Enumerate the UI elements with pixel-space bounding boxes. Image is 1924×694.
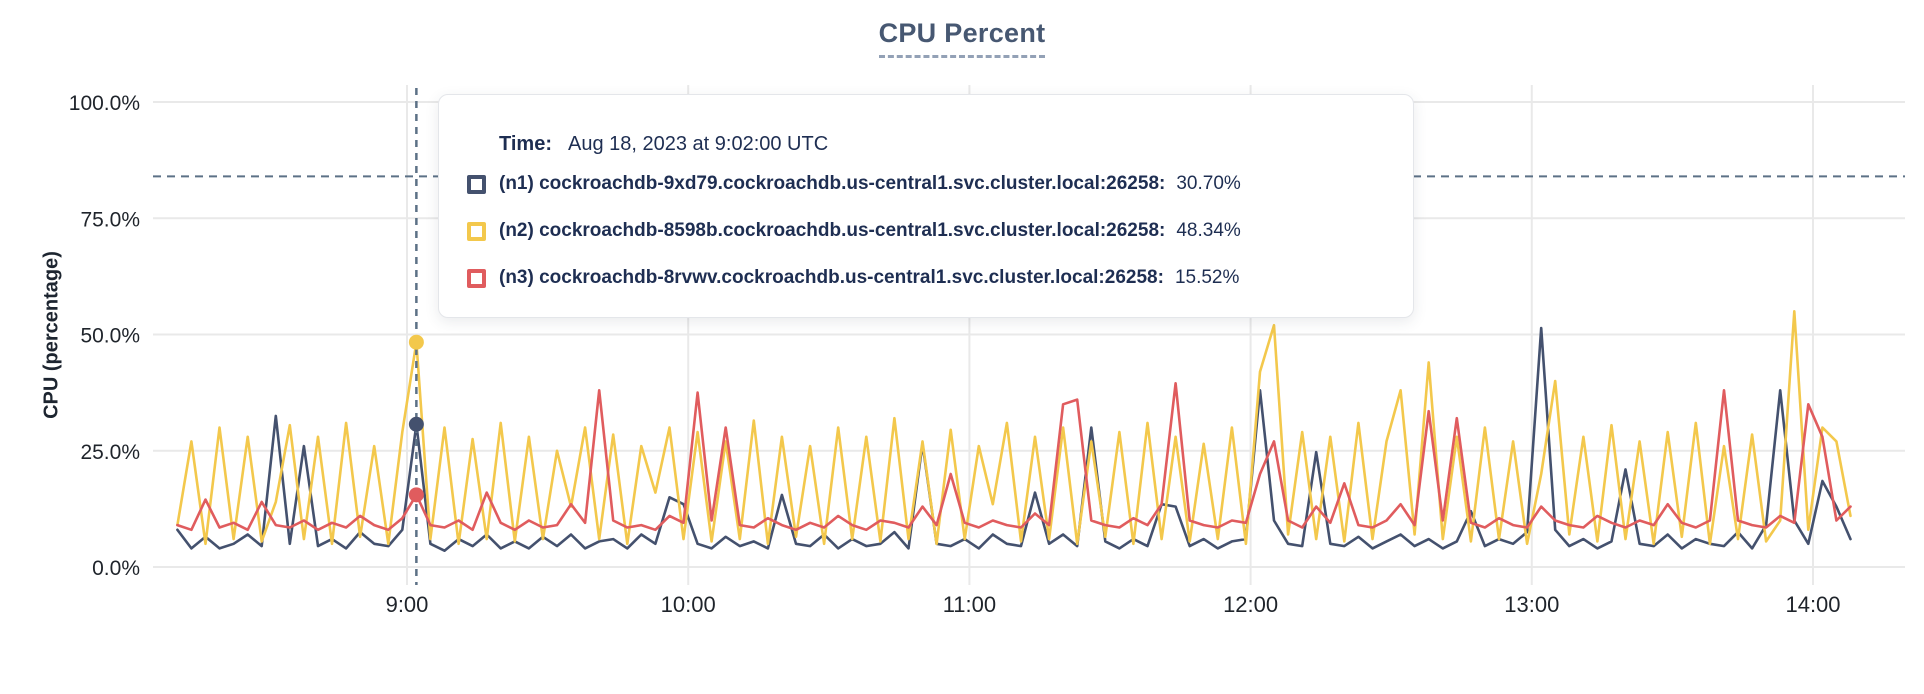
y-axis-title: CPU (percentage) [40, 251, 63, 419]
series-line-n1 [176, 326, 1852, 553]
x-tick-label: 9:00 [386, 592, 429, 617]
series-n2-label: (n2) cockroachdb-8598b.cockroachdb.us-ce… [499, 220, 1166, 241]
x-tick-label: 12:00 [1223, 592, 1278, 617]
series-n3-swatch-icon [467, 268, 486, 288]
tooltip-series-row-n3: (n3) cockroachdb-8rvwv.cockroachdb.us-ce… [467, 265, 1383, 291]
series-n1-value: 30.70% [1176, 173, 1241, 194]
tooltip-series-row-n2: (n2) cockroachdb-8598b.cockroachdb.us-ce… [467, 218, 1383, 244]
series-line-n3 [176, 381, 1852, 532]
hover-dot-n3 [408, 487, 424, 503]
hover-tooltip: Time: Aug 18, 2023 at 9:02:00 UTC (n1) co… [438, 94, 1414, 318]
series-n1-swatch-icon [467, 174, 486, 194]
series-n3-label: (n3) cockroachdb-8rvwv.cockroachdb.us-ce… [499, 267, 1164, 288]
chart-title-wrap: CPU Percent [0, 18, 1924, 58]
series-n1-label: (n1) cockroachdb-9xd79.cockroachdb.us-ce… [499, 173, 1166, 194]
x-tick-label: 14:00 [1785, 592, 1840, 617]
hover-dot-n1 [408, 416, 424, 432]
chart-title[interactable]: CPU Percent [878, 18, 1046, 58]
x-tick-label: 11:00 [943, 592, 996, 617]
y-tick-label: 100.0% [69, 92, 140, 115]
x-tick-label: 13:00 [1504, 592, 1559, 617]
y-tick-label: 0.0% [92, 557, 140, 580]
y-tick-label: 50.0% [80, 325, 140, 348]
tooltip-time-row: Time: Aug 18, 2023 at 9:02:00 UTC [499, 131, 1383, 157]
series-n3-value: 15.52% [1174, 267, 1240, 288]
x-tick-label: 10:00 [661, 592, 716, 617]
tooltip-time-value: Aug 18, 2023 at 9:02:00 UTC [567, 133, 829, 155]
tooltip-series-row-n1: (n1) cockroachdb-9xd79.cockroachdb.us-ce… [467, 171, 1383, 197]
y-tick-label: 25.0% [80, 441, 140, 464]
hover-dot-n2 [408, 334, 424, 350]
series-n2-swatch-icon [467, 221, 486, 241]
y-tick-label: 75.0% [80, 208, 140, 231]
series-n2-value: 48.34% [1176, 220, 1241, 241]
series-line-n2 [176, 309, 1852, 546]
tooltip-time-label: Time: [499, 133, 552, 155]
